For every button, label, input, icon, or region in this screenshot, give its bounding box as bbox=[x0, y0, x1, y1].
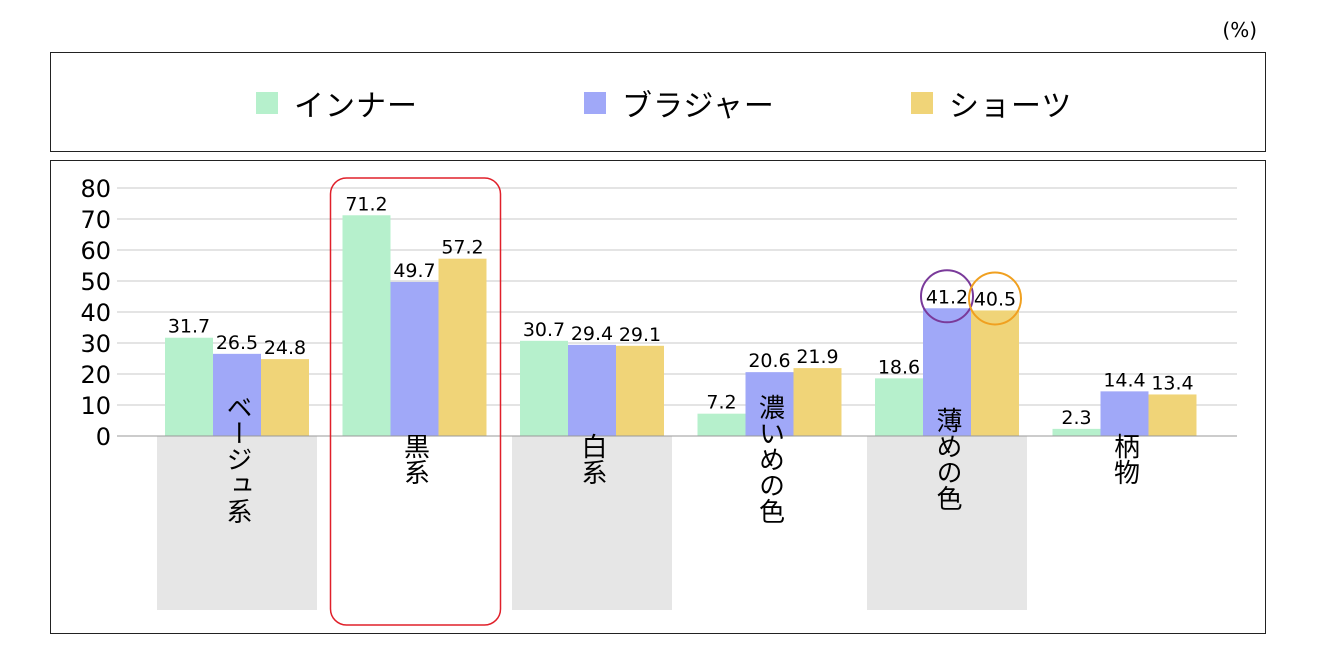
bar bbox=[875, 378, 923, 436]
legend-label-shorts: ショーツ bbox=[949, 89, 1073, 124]
bar bbox=[1148, 394, 1197, 436]
legend-item-bra: ブラジャー bbox=[584, 53, 775, 153]
value-circle bbox=[920, 269, 974, 324]
bar bbox=[1100, 391, 1149, 436]
bar bbox=[165, 337, 213, 436]
category-background bbox=[157, 436, 317, 610]
y-tick-label: 50 bbox=[80, 268, 111, 296]
category-label: 濃いめの色 bbox=[755, 394, 785, 524]
y-tick-label: 60 bbox=[80, 237, 111, 265]
legend-swatch-shorts bbox=[911, 92, 933, 114]
bar bbox=[568, 344, 616, 436]
bar bbox=[923, 308, 971, 436]
bar bbox=[793, 368, 842, 436]
category-label: 薄めの色 bbox=[932, 407, 962, 511]
category-background bbox=[512, 436, 672, 610]
bar bbox=[697, 413, 746, 436]
bar-chart: 0 10 20 30 40 50 60 70 80 31.7 26.5 24.8 71.2 49.7 57.… bbox=[80, 175, 1237, 626]
data-label: 26.5 bbox=[216, 332, 258, 354]
bar bbox=[261, 359, 309, 436]
legend-label-inner: インナー bbox=[294, 89, 418, 124]
data-label: 7.2 bbox=[706, 392, 736, 414]
data-label: 29.1 bbox=[619, 324, 661, 346]
y-tick-label: 40 bbox=[80, 299, 111, 327]
chart-frame: 0 10 20 30 40 50 60 70 80 31.7 26.5 24.8 71.2 49.7 57.… bbox=[50, 160, 1266, 634]
highlight-box bbox=[329, 177, 502, 626]
legend-swatch-inner bbox=[256, 92, 278, 114]
y-tick-label: 30 bbox=[80, 330, 111, 358]
y-tick-label: 0 bbox=[96, 423, 111, 451]
bar bbox=[390, 281, 439, 436]
data-label: 49.7 bbox=[393, 260, 435, 282]
legend-swatch-bra bbox=[584, 92, 606, 114]
bar bbox=[342, 215, 391, 436]
data-label: 21.9 bbox=[796, 346, 838, 368]
chart-legend: インナー ブラジャー ショーツ bbox=[50, 52, 1266, 152]
legend-label-bra: ブラジャー bbox=[622, 89, 775, 124]
data-label: 31.7 bbox=[168, 316, 210, 338]
data-label: 18.6 bbox=[878, 356, 920, 378]
y-tick-label: 80 bbox=[80, 175, 111, 203]
category-label: 柄物 bbox=[1110, 433, 1140, 485]
bar bbox=[438, 258, 487, 436]
category-label: 黒系 bbox=[400, 433, 430, 485]
data-label: 30.7 bbox=[523, 319, 565, 341]
bar bbox=[520, 340, 568, 436]
value-circle bbox=[968, 271, 1022, 326]
data-label: 24.8 bbox=[264, 337, 306, 359]
bar bbox=[213, 353, 261, 436]
bar bbox=[1052, 428, 1101, 436]
bar bbox=[616, 345, 664, 436]
data-label: 2.3 bbox=[1061, 407, 1091, 429]
data-label: 40.5 bbox=[974, 288, 1016, 310]
y-tick-label: 20 bbox=[80, 361, 111, 389]
category-label: 白系 bbox=[577, 433, 607, 485]
data-label: 71.2 bbox=[345, 193, 387, 215]
unit-label: (%) bbox=[1222, 18, 1257, 42]
bar bbox=[971, 310, 1019, 436]
bar bbox=[745, 372, 794, 436]
category-background bbox=[867, 436, 1027, 610]
y-tick-label: 10 bbox=[80, 392, 111, 420]
data-label: 20.6 bbox=[748, 350, 790, 372]
data-label: 57.2 bbox=[441, 237, 483, 259]
legend-item-shorts: ショーツ bbox=[911, 53, 1072, 153]
data-label: 41.2 bbox=[926, 286, 968, 308]
data-label: 13.4 bbox=[1151, 372, 1193, 394]
legend-item-inner: インナー bbox=[256, 53, 418, 153]
data-label: 14.4 bbox=[1103, 369, 1145, 391]
category-label: ベージュ系 bbox=[222, 394, 252, 524]
data-label: 29.4 bbox=[571, 323, 613, 345]
y-tick-label: 70 bbox=[80, 206, 111, 234]
